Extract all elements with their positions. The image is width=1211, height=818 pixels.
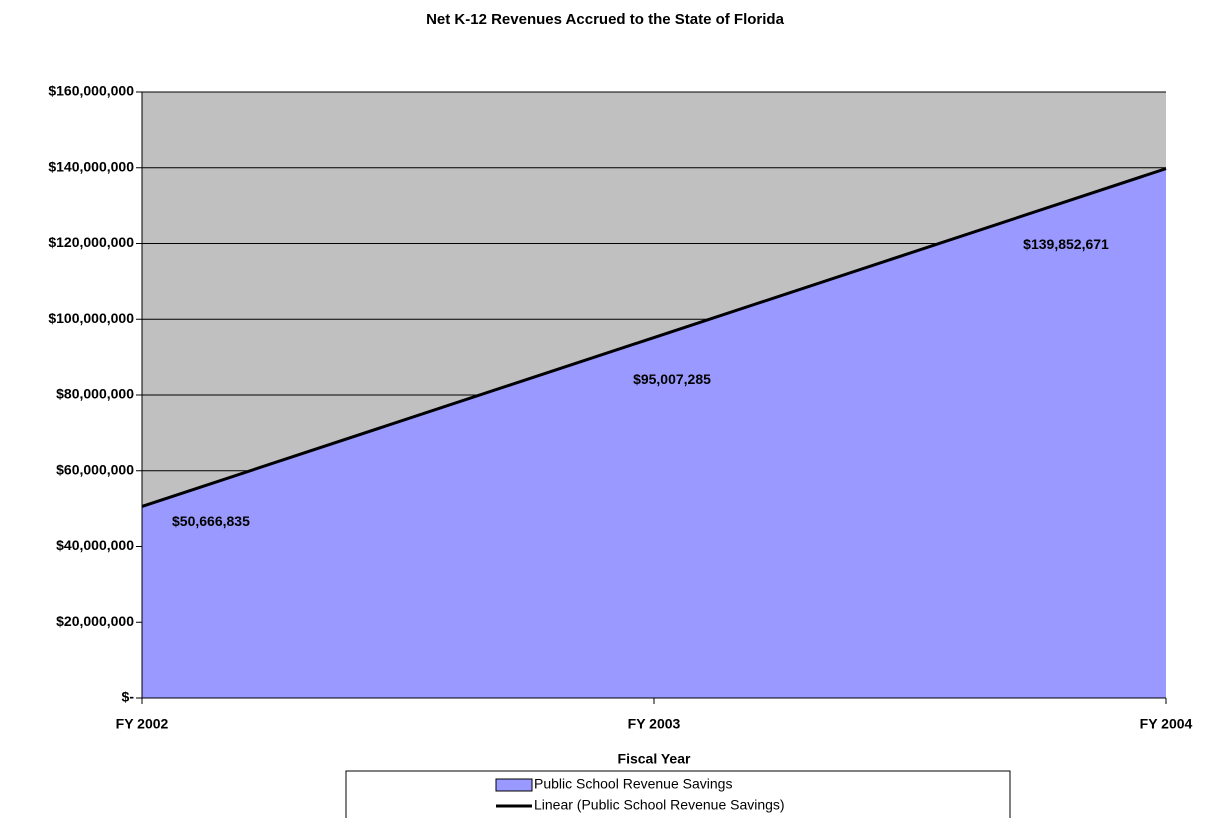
x-tick-label: FY 2004	[1140, 716, 1193, 732]
legend-box	[345, 770, 1011, 818]
x-tick-label: FY 2002	[116, 716, 169, 732]
y-tick-label: $-	[122, 689, 135, 705]
legend-label: Public School Revenue Savings	[534, 776, 732, 792]
y-tick-label: $80,000,000	[56, 386, 134, 402]
y-tick-label: $160,000,000	[48, 83, 134, 99]
x-axis-title: Fiscal Year	[618, 751, 691, 767]
y-tick-label: $60,000,000	[56, 461, 134, 477]
area	[142, 168, 1166, 699]
data-label: $95,007,285	[633, 371, 711, 387]
y-tick-label: $20,000,000	[56, 613, 134, 629]
legend-label: Linear (Public School Revenue Savings)	[534, 797, 785, 813]
data-label: $139,852,671	[1023, 236, 1109, 252]
y-tick-label: $40,000,000	[56, 537, 134, 553]
data-label: $50,666,835	[172, 513, 250, 529]
y-tick-label: $140,000,000	[48, 158, 134, 174]
y-tick-label: $100,000,000	[48, 310, 134, 326]
legend-swatch	[495, 778, 533, 792]
chart-title: Net K-12 Revenues Accrued to the State o…	[426, 11, 785, 28]
trend-line	[141, 167, 1167, 508]
y-tick-label: $120,000,000	[48, 234, 134, 250]
x-tick-label: FY 2003	[628, 716, 681, 732]
